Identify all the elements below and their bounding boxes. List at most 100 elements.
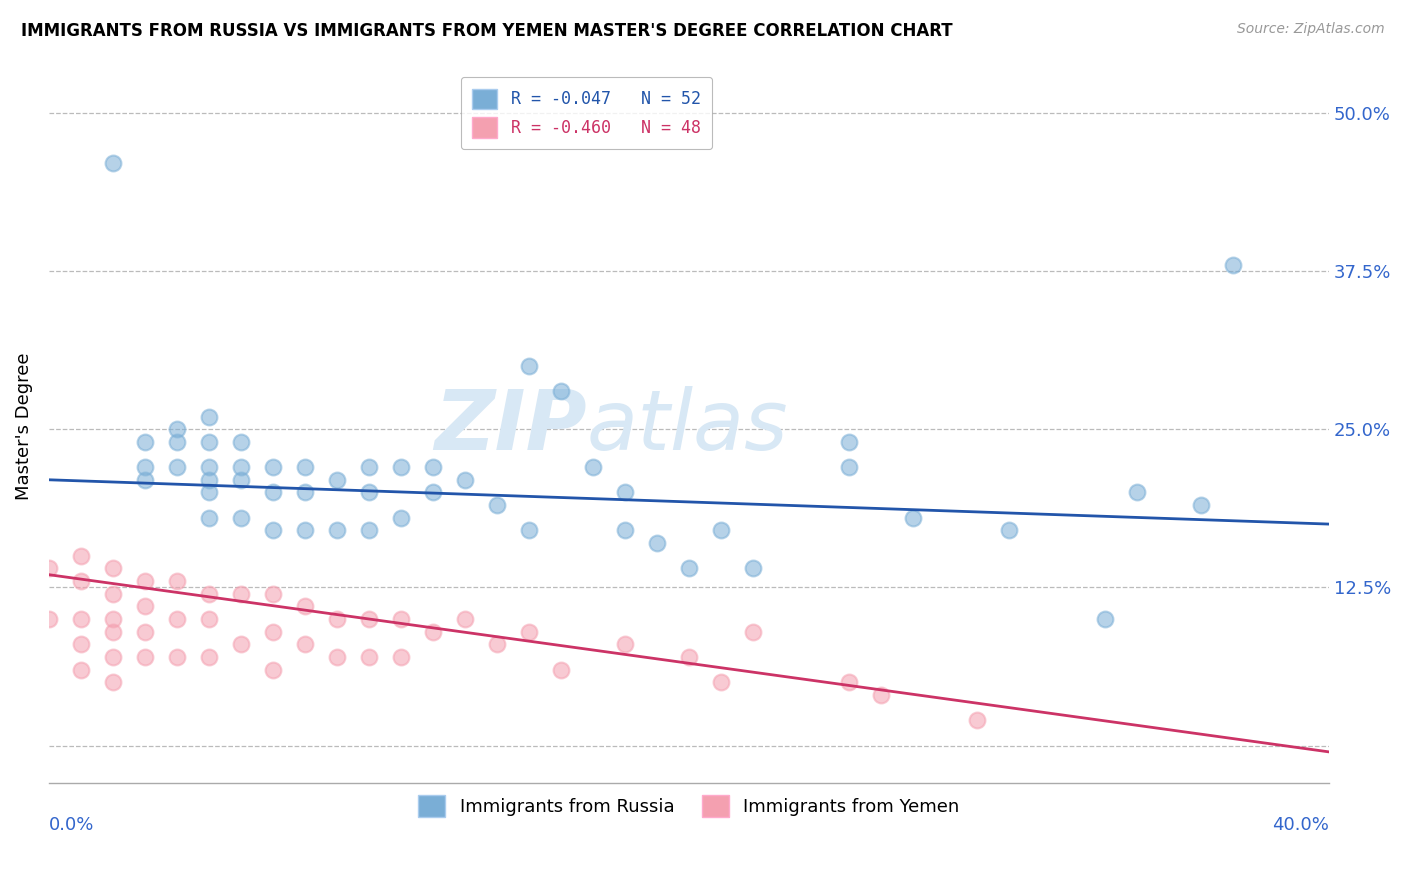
Point (326, 473, 349, 487)
Point (422, 624, 444, 639)
Point (198, 587, 221, 601)
Point (198, 649, 221, 664)
Legend: Immigrants from Russia, Immigrants from Yemen: Immigrants from Russia, Immigrants from … (411, 788, 966, 824)
Point (678, 561, 700, 575)
Point (1126, 485, 1149, 500)
Point (166, 434, 188, 449)
Point (582, 460, 605, 475)
Point (134, 434, 156, 449)
Point (869, 688, 891, 702)
Point (326, 524, 349, 538)
Point (70, 612, 93, 626)
Point (294, 460, 316, 475)
Point (70, 637, 93, 651)
Point (229, 587, 252, 601)
Point (70, 663, 93, 677)
Point (229, 460, 252, 475)
Point (38, 612, 60, 626)
Point (262, 485, 284, 500)
Point (357, 485, 380, 500)
Point (262, 663, 284, 677)
Point (357, 612, 380, 626)
Text: Source: ZipAtlas.com: Source: ZipAtlas.com (1237, 22, 1385, 37)
Point (422, 460, 444, 475)
Point (134, 460, 156, 475)
Point (134, 624, 156, 639)
Point (389, 510, 412, 524)
Point (1222, 258, 1244, 272)
Point (134, 574, 156, 588)
Point (1094, 612, 1116, 626)
Point (838, 434, 860, 449)
Point (198, 460, 221, 475)
Point (101, 156, 124, 170)
Point (966, 713, 988, 727)
Text: ZIP: ZIP (434, 385, 586, 467)
Point (198, 409, 221, 424)
Point (262, 624, 284, 639)
Point (357, 460, 380, 475)
Text: atlas: atlas (586, 385, 789, 467)
Point (229, 510, 252, 524)
Point (357, 524, 380, 538)
Point (166, 574, 188, 588)
Point (485, 637, 508, 651)
Point (517, 359, 540, 373)
Point (229, 637, 252, 651)
Point (550, 384, 572, 399)
Point (101, 649, 124, 664)
Point (901, 510, 924, 524)
Point (485, 498, 508, 512)
Point (70, 549, 93, 563)
Point (998, 524, 1021, 538)
Point (550, 663, 572, 677)
Point (741, 624, 763, 639)
Point (389, 460, 412, 475)
Point (262, 587, 284, 601)
Text: 0.0%: 0.0% (49, 815, 94, 834)
Point (101, 561, 124, 575)
Point (262, 524, 284, 538)
Point (198, 473, 221, 487)
Point (294, 637, 316, 651)
Point (517, 624, 540, 639)
Point (198, 434, 221, 449)
Point (389, 649, 412, 664)
Point (166, 422, 188, 436)
Point (838, 675, 860, 690)
Point (517, 524, 540, 538)
Point (101, 612, 124, 626)
Point (134, 473, 156, 487)
Point (70, 574, 93, 588)
Point (389, 612, 412, 626)
Point (357, 649, 380, 664)
Point (294, 524, 316, 538)
Point (454, 473, 477, 487)
Point (710, 524, 733, 538)
Point (294, 485, 316, 500)
Point (198, 485, 221, 500)
Point (422, 485, 444, 500)
Point (101, 587, 124, 601)
Point (134, 599, 156, 614)
Point (613, 637, 636, 651)
Point (198, 510, 221, 524)
Point (262, 460, 284, 475)
Point (134, 649, 156, 664)
Point (229, 434, 252, 449)
Point (613, 524, 636, 538)
Point (678, 649, 700, 664)
Point (198, 612, 221, 626)
Point (326, 649, 349, 664)
Point (613, 485, 636, 500)
Point (645, 536, 668, 550)
Point (38, 561, 60, 575)
Point (101, 624, 124, 639)
Point (229, 473, 252, 487)
Point (294, 599, 316, 614)
Point (454, 612, 477, 626)
Point (838, 460, 860, 475)
Point (1189, 498, 1212, 512)
Point (166, 460, 188, 475)
Point (101, 675, 124, 690)
